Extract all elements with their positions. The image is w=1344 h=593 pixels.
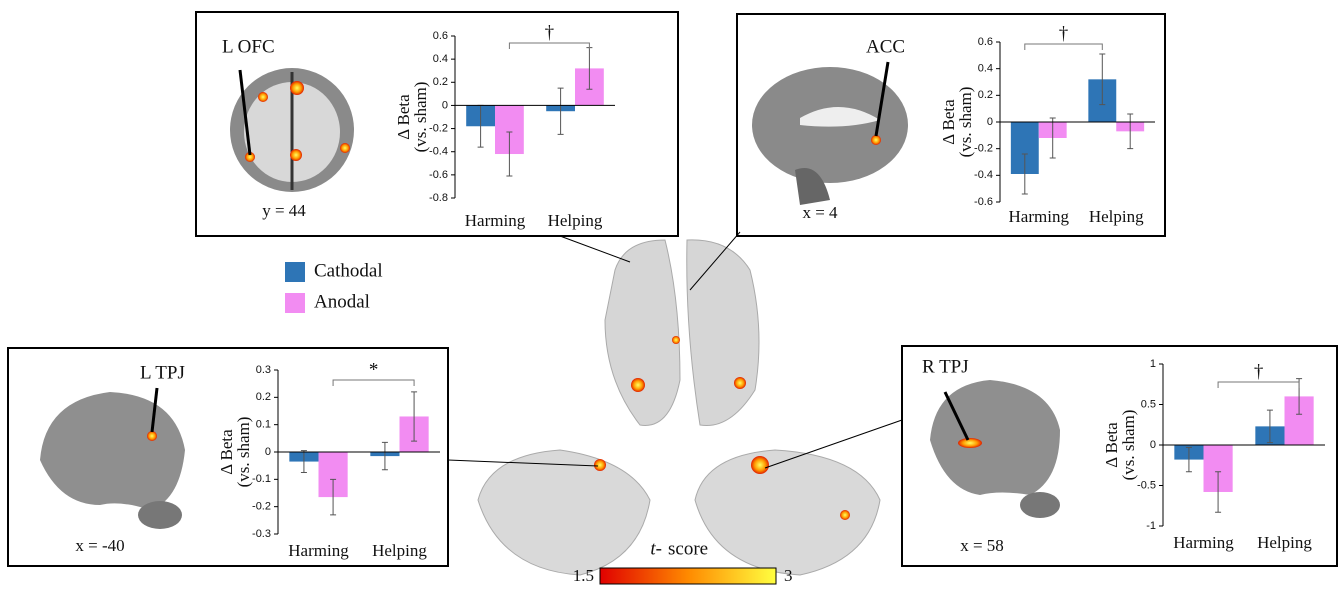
y-tick-label: -1 [1146, 520, 1156, 532]
region-label: L TPJ [140, 362, 185, 383]
y-axis-label: (vs. sham) [234, 417, 253, 488]
significance-label: † [1254, 361, 1264, 382]
significance-label: † [545, 22, 555, 43]
y-tick-label: -0.6 [429, 169, 448, 181]
y-tick-label: 0.4 [433, 53, 448, 65]
x-tick-label: Helping [1089, 207, 1144, 226]
y-tick-label: -0.2 [252, 501, 271, 513]
region-label: R TPJ [922, 356, 969, 377]
y-axis-label: (vs. sham) [1119, 410, 1138, 481]
legend-label: Cathodal [314, 260, 383, 281]
x-tick-label: Harming [1009, 207, 1070, 226]
figure: t- score 1.5 3 Cathodal Anodal L OFC y = 44… [0, 0, 1344, 593]
y-tick-label: 0 [1150, 439, 1156, 451]
y-tick-label: -0.4 [429, 146, 448, 158]
y-tick-label: 0.1 [256, 419, 271, 431]
legend-swatch [285, 262, 305, 282]
significance-label: † [1059, 23, 1069, 44]
y-tick-label: -0.2 [429, 122, 448, 134]
y-tick-label: -0.2 [974, 143, 993, 155]
page: {"legend": [{"name": "Cathodal", "color"… [0, 0, 1344, 593]
colorbar [600, 568, 776, 584]
y-tick-label: -0.5 [1137, 479, 1156, 491]
colorbar-max: 3 [784, 566, 793, 585]
y-tick-label: 0.2 [978, 89, 993, 101]
slice-label: x = -40 [75, 536, 124, 555]
y-tick-label: 0.2 [256, 391, 271, 403]
y-tick-label: 0.3 [256, 364, 271, 376]
legend-label: Anodal [314, 291, 370, 312]
y-tick-label: 0 [265, 446, 271, 458]
brain-slice [230, 68, 354, 192]
significance-label: * [369, 359, 379, 380]
y-axis-label: (vs. sham) [956, 87, 975, 158]
slice-label: y = 44 [262, 201, 306, 220]
x-tick-label: Helping [548, 211, 603, 230]
x-tick-label: Harming [1173, 533, 1234, 552]
slice-label: x = 4 [802, 203, 838, 222]
y-tick-label: 0 [987, 116, 993, 128]
y-tick-label: 0.5 [1141, 398, 1156, 410]
y-tick-label: -0.6 [974, 196, 993, 208]
y-axis-label: (vs. sham) [411, 82, 430, 153]
y-tick-label: -0.3 [252, 528, 271, 540]
colorbar-min: 1.5 [573, 566, 594, 585]
region-label: ACC [866, 36, 905, 57]
brain-render [478, 240, 880, 575]
x-tick-label: Harming [288, 541, 349, 560]
y-tick-label: 0.4 [978, 63, 993, 75]
y-tick-label: 0.6 [433, 30, 448, 42]
y-tick-label: 0 [442, 99, 448, 111]
x-tick-label: Helping [1257, 533, 1312, 552]
region-label: L OFC [222, 36, 275, 57]
y-tick-label: -0.1 [252, 473, 271, 485]
colorbar-label: score [668, 538, 708, 559]
y-tick-label: 0.2 [433, 76, 448, 88]
legend-swatch [285, 293, 305, 313]
y-tick-label: 1 [1150, 358, 1156, 370]
x-tick-label: Helping [372, 541, 427, 560]
y-tick-label: -0.8 [429, 192, 448, 204]
colorbar-label: t- [650, 538, 662, 559]
y-tick-label: 0.6 [978, 36, 993, 48]
y-tick-label: -0.4 [974, 169, 993, 181]
slice-label: x = 58 [960, 536, 1004, 555]
x-tick-label: Harming [465, 211, 526, 230]
